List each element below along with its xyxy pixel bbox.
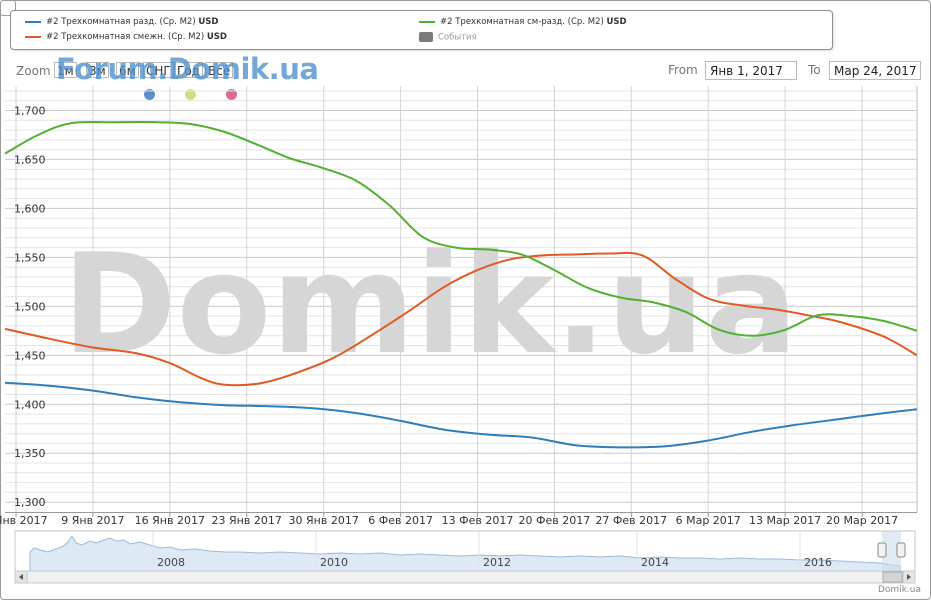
series-line-1[interactable]	[4, 381, 918, 449]
x-tick-label: 27 Фев 2017	[595, 514, 667, 527]
x-tick-label: 30 Янв 2017	[289, 514, 359, 527]
navigator-year-label: 2008	[157, 556, 185, 569]
navigator-year-label: 2014	[641, 556, 669, 569]
chart-grid	[5, 86, 918, 513]
navigator-series-area	[29, 535, 901, 572]
legend-label-events: События	[438, 32, 477, 43]
legend-swatch-2	[25, 35, 41, 38]
zoom-button-all[interactable]: Всё	[205, 62, 234, 78]
x-tick-label: 13 Фев 2017	[442, 514, 514, 527]
legend-unit-3: USD	[606, 17, 627, 27]
legend-item-events[interactable]: События	[419, 32, 477, 43]
legend-label-2: #2 Трехкомнатная смежн. (Ср. М2)	[46, 32, 205, 42]
x-tick-label: 6 Мар 2017	[676, 514, 741, 527]
scrollbar-thumb[interactable]	[882, 571, 903, 583]
y-tick-label: 1,500	[14, 300, 46, 313]
legend-item-series-2[interactable]: #2 Трехкомнатная смежн. (Ср. М2) USD	[25, 32, 227, 42]
x-tick-label: 13 Мар 2017	[749, 514, 821, 527]
y-tick-label: 1,300	[14, 496, 46, 509]
x-tick-label: 6 Фев 2017	[368, 514, 433, 527]
zoom-button-3m[interactable]: 3м	[86, 62, 109, 78]
event-marker-dot-1[interactable]	[144, 89, 155, 100]
zoom-button-1m[interactable]: 1м	[54, 62, 77, 78]
y-tick-label: 1,550	[14, 251, 46, 264]
zoom-button-ytd[interactable]: СНГ	[143, 62, 174, 78]
range-from-label: From	[668, 63, 698, 77]
x-tick-label: 16 Янв 2017	[135, 514, 205, 527]
navigator-right-handle[interactable]	[896, 542, 906, 558]
legend-label-1: #2 Трехкомнатная разд. (Ср. М2)	[46, 17, 196, 27]
range-from-input[interactable]: Янв 1, 2017	[705, 61, 797, 80]
legend-unit-1: USD	[198, 17, 219, 27]
zoom-button-1y[interactable]: Год	[174, 62, 203, 78]
y-tick-label: 1,450	[14, 349, 46, 362]
x-axis-ticks: 2 Янв 2017 9 Янв 2017 16 Янв 2017 23 Янв 20…	[0, 512, 898, 527]
y-tick-label: 1,400	[14, 398, 46, 411]
navigator-selection[interactable]	[882, 531, 901, 571]
zoom-label: Zoom	[16, 64, 51, 78]
x-tick-label: 20 Фев 2017	[519, 514, 591, 527]
zoom-button-6m[interactable]: 6м	[116, 62, 139, 78]
y-tick-label: 1,600	[14, 202, 46, 215]
legend-unit-2: USD	[206, 32, 227, 42]
chevron-right-icon	[907, 574, 911, 580]
range-to-label: To	[808, 63, 821, 77]
navigator-left-handle[interactable]	[877, 542, 887, 558]
x-tick-label: 9 Янв 2017	[61, 514, 124, 527]
event-marker-dot-2[interactable]	[185, 89, 196, 100]
navigator-year-labels: 2008 2010 2012 2014 2016	[152, 531, 832, 571]
credit-label[interactable]: Domik.ua	[878, 585, 921, 595]
y-tick-label: 1,700	[14, 105, 46, 118]
x-tick-label: 20 Мар 2017	[826, 514, 898, 527]
navigator-year-label: 2010	[320, 556, 348, 569]
scrollbar-track[interactable]	[14, 570, 916, 584]
legend-item-series-1[interactable]: #2 Трехкомнатная разд. (Ср. М2) USD	[25, 17, 218, 27]
y-tick-label: 1,350	[14, 447, 46, 460]
legend-label-3: #2 Трехкомнатная см-разд. (Ср. М2)	[440, 17, 604, 27]
legend-item-series-3[interactable]: #2 Трехкомнатная см-разд. (Ср. М2) USD	[419, 17, 627, 27]
x-tick-label: 2 Янв 2017	[0, 514, 48, 527]
range-to-input[interactable]: Мар 24, 2017	[829, 61, 921, 80]
chevron-left-icon	[19, 574, 23, 580]
event-marker-dot-3[interactable]	[226, 89, 237, 100]
events-swatch	[419, 32, 433, 42]
navigator-year-label: 2012	[483, 556, 511, 569]
y-axis-ticks: 1,300 1,350 1,400 1,450 1,500 1,550 1,600 1,650…	[14, 105, 46, 510]
series-line-2[interactable]	[4, 251, 918, 387]
forum-watermark: Forum.Domik.ua	[56, 52, 319, 86]
x-tick-label: 23 Янв 2017	[212, 514, 282, 527]
legend-swatch-3	[419, 20, 435, 23]
legend-swatch-1	[25, 20, 41, 23]
chart-series	[4, 120, 918, 449]
series-line-3[interactable]	[4, 120, 918, 337]
domik-watermark: Domik.ua	[62, 224, 798, 385]
y-tick-label: 1,650	[14, 153, 46, 166]
navigator-year-label: 2016	[804, 556, 832, 569]
legend: #2 Трехкомнатная разд. (Ср. М2) USD #2 Т…	[10, 10, 833, 50]
range-navigator[interactable]	[14, 530, 916, 584]
